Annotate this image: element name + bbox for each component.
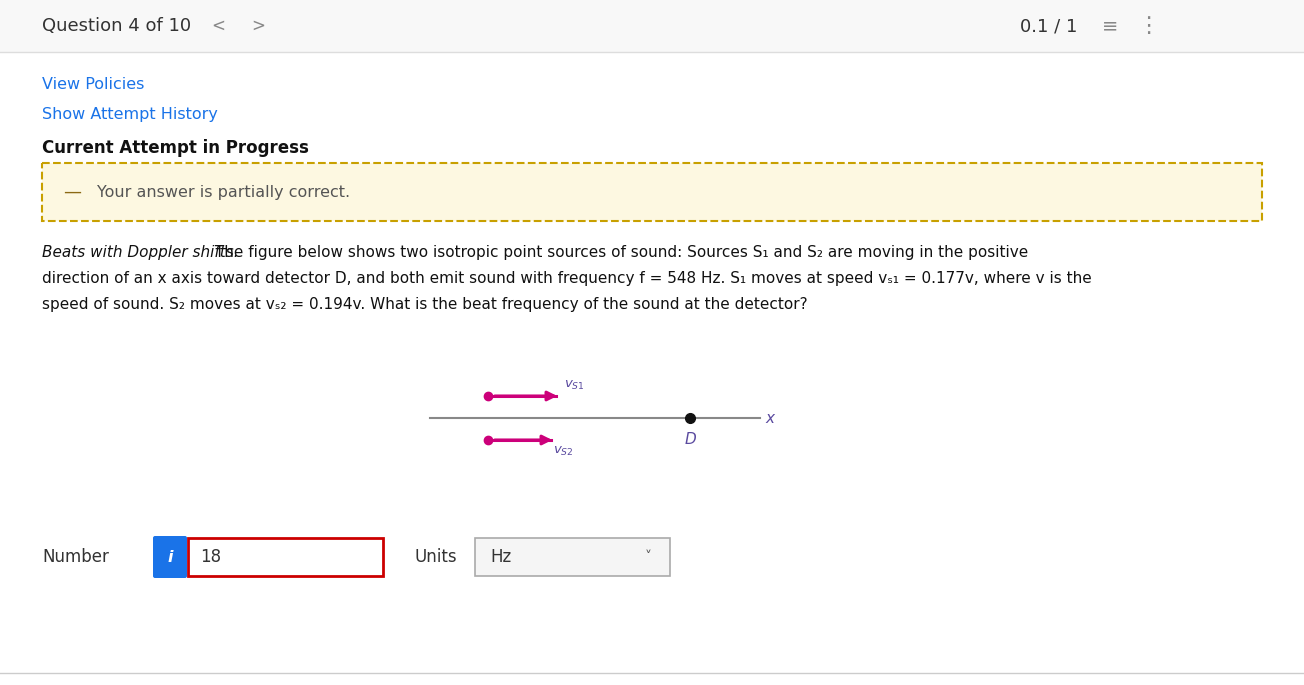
Text: D: D — [685, 432, 696, 447]
Text: direction of an x axis toward detector D, and both emit sound with frequency f =: direction of an x axis toward detector D… — [42, 271, 1091, 286]
FancyBboxPatch shape — [153, 536, 186, 578]
Text: Show Attempt History: Show Attempt History — [42, 106, 218, 121]
Text: $v_{S2}$: $v_{S2}$ — [553, 445, 574, 458]
Text: View Policies: View Policies — [42, 77, 145, 92]
Text: ˅: ˅ — [644, 550, 652, 564]
Text: Hz: Hz — [490, 548, 511, 566]
Text: 0.1 / 1: 0.1 / 1 — [1020, 17, 1077, 35]
Text: Current Attempt in Progress: Current Attempt in Progress — [42, 139, 309, 157]
Text: Number: Number — [42, 548, 108, 566]
Text: ≡: ≡ — [1102, 16, 1119, 36]
Text: Units: Units — [415, 548, 458, 566]
Text: i: i — [167, 549, 172, 564]
Text: ⋮: ⋮ — [1137, 16, 1159, 36]
Bar — [188, 538, 383, 576]
Text: Beats with Doppler shifts.: Beats with Doppler shifts. — [42, 245, 239, 260]
Bar — [475, 538, 670, 576]
Text: $v_{S1}$: $v_{S1}$ — [565, 379, 584, 392]
FancyBboxPatch shape — [0, 0, 1304, 52]
Text: —: — — [63, 183, 81, 201]
Text: >: > — [250, 17, 265, 35]
Text: The figure below shows two isotropic point sources of sound: Sources S₁ and S₂ a: The figure below shows two isotropic poi… — [210, 245, 1028, 260]
Text: Question 4 of 10: Question 4 of 10 — [42, 17, 192, 35]
Text: Your answer is partially correct.: Your answer is partially correct. — [96, 184, 351, 199]
FancyBboxPatch shape — [42, 163, 1262, 221]
Text: 18: 18 — [200, 548, 222, 566]
Text: x: x — [765, 410, 775, 425]
Text: <: < — [211, 17, 226, 35]
Text: speed of sound. S₂ moves at vₛ₂ = 0.194v. What is the beat frequency of the soun: speed of sound. S₂ moves at vₛ₂ = 0.194v… — [42, 297, 807, 312]
